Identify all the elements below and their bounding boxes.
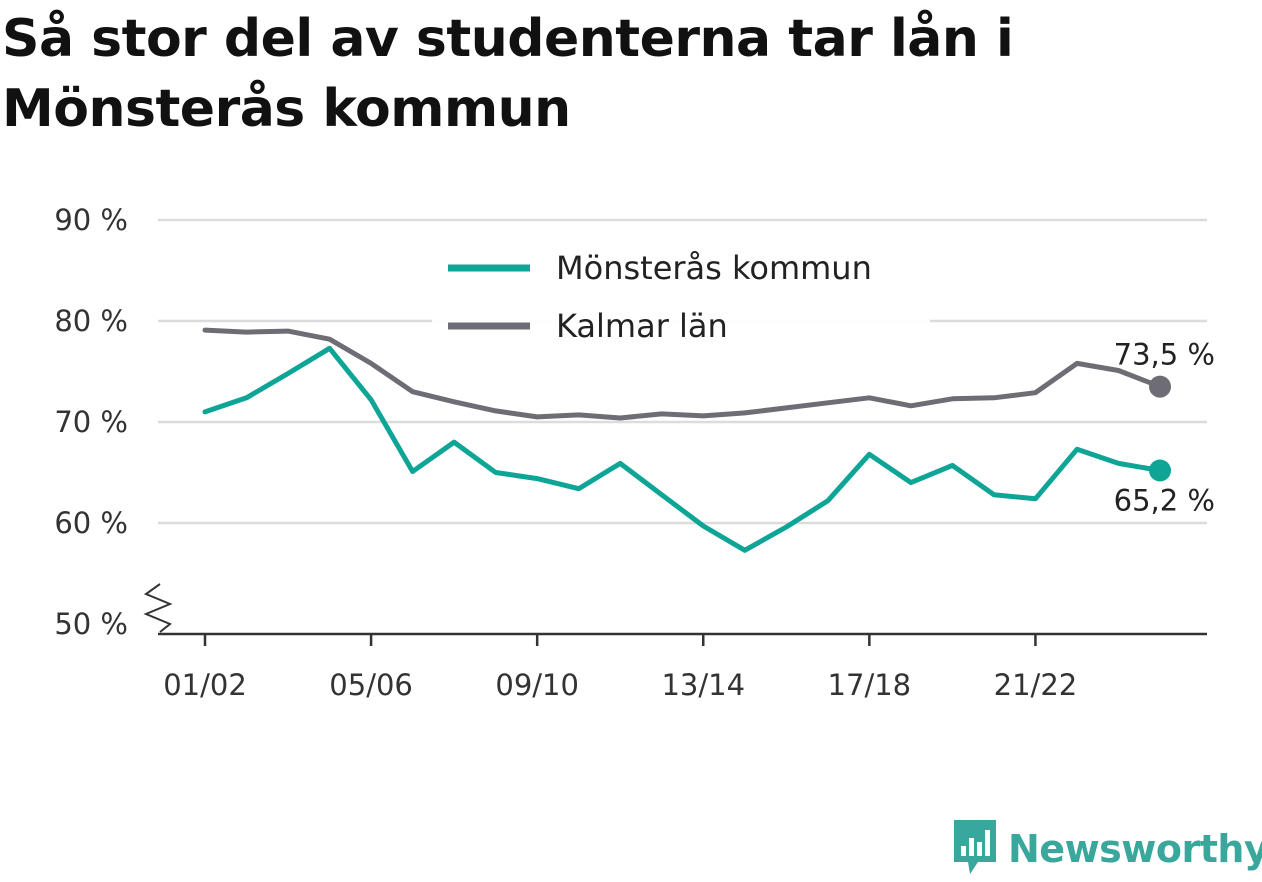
x-tick-label: 09/10 xyxy=(495,668,579,702)
series-end-point xyxy=(1149,375,1171,398)
newsworthy-logo-icon xyxy=(950,816,1000,882)
y-tick-label: 50 % xyxy=(54,607,128,641)
brand-name: Newsworthy xyxy=(1008,827,1262,871)
end-value-label: 65,2 % xyxy=(1114,483,1215,517)
y-tick-label: 60 % xyxy=(54,506,128,540)
x-axis-ticks: 01/02 05/06 09/10 13/14 17/18 21/22 xyxy=(163,634,1077,702)
end-labels: 65,2 % 73,5 % xyxy=(1111,335,1218,521)
legend-background xyxy=(432,232,930,354)
y-tick-label: 70 % xyxy=(54,405,128,439)
y-tick-label: 90 % xyxy=(54,203,128,237)
brand-logo: Newsworthy xyxy=(950,817,1262,881)
series-line xyxy=(202,327,1163,421)
x-axis xyxy=(143,583,1207,636)
legend-label: Mönsterås kommun xyxy=(556,249,872,287)
x-tick-label: 13/14 xyxy=(661,668,745,702)
end-value-label: 73,5 % xyxy=(1114,338,1215,372)
x-tick-label: 01/02 xyxy=(163,668,247,702)
x-tick-label: 17/18 xyxy=(828,668,912,702)
series-end-point xyxy=(1149,459,1171,482)
series-line xyxy=(202,345,1163,553)
legend-label: Kalmar län xyxy=(556,307,728,345)
axis-break-icon xyxy=(143,583,173,633)
legend: Mönsterås kommun Kalmar län xyxy=(432,232,930,354)
y-tick-label: 80 % xyxy=(54,304,128,338)
x-tick-label: 05/06 xyxy=(329,668,413,702)
chart-title: Så stor del av studenterna tar lån i Mön… xyxy=(2,9,1014,139)
series-lines xyxy=(202,327,1171,553)
x-tick-label: 21/22 xyxy=(994,668,1078,702)
y-axis-ticks: 50 % 60 % 70 % 80 % 90 % xyxy=(54,203,128,641)
